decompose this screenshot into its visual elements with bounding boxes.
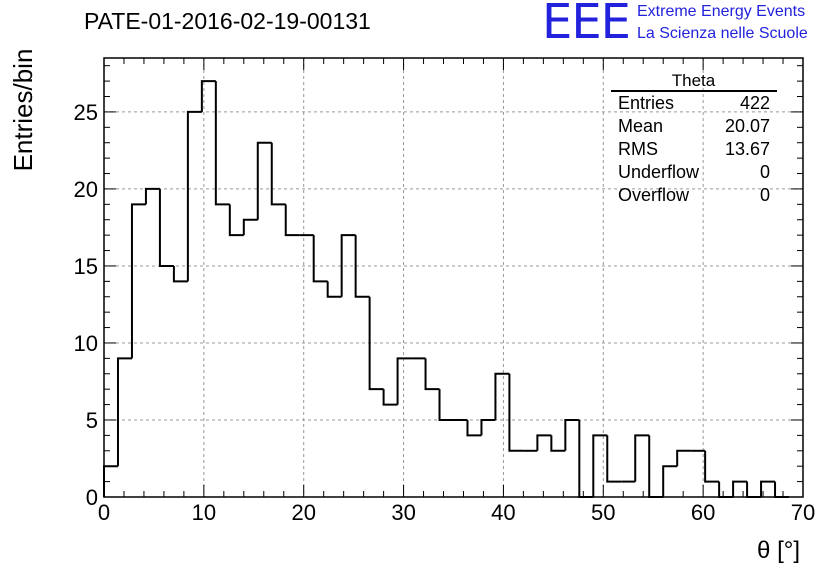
- stats-label: Entries: [618, 93, 675, 113]
- histogram-bin: [200, 80, 216, 112]
- stats-row-entries: Entries 422: [618, 93, 770, 114]
- histogram-bin: [550, 435, 566, 452]
- histogram-bin: [732, 480, 748, 497]
- x-tick-label: 70: [791, 500, 815, 525]
- x-tick-label: 10: [192, 500, 216, 525]
- histogram-bin: [578, 419, 594, 498]
- plot-frame: [103, 57, 804, 498]
- histogram-bin: [270, 142, 286, 206]
- histogram-bin: [746, 481, 762, 498]
- histogram-bin: [662, 465, 678, 497]
- y-tick-label: 10: [74, 331, 98, 356]
- y-tick-label: 0: [86, 485, 98, 510]
- histogram-bin: [228, 204, 244, 237]
- histogram-bin: [144, 187, 160, 205]
- histogram-bin: [368, 296, 384, 391]
- stats-row-rms: RMS 13.67: [618, 139, 770, 160]
- y-tick-label: 25: [74, 100, 98, 125]
- x-tick-label: 30: [391, 500, 415, 525]
- histogram-bin: [704, 450, 720, 483]
- histogram-bin: [648, 435, 664, 498]
- histogram-bin: [396, 357, 412, 405]
- histogram-bin: [676, 449, 692, 467]
- stats-value: 422: [739, 93, 770, 113]
- histogram-bin: [382, 389, 398, 406]
- stats-value: 0: [759, 185, 770, 205]
- stats-value: 0: [759, 162, 770, 182]
- x-tick-label: 40: [491, 500, 515, 525]
- histogram-bin: [340, 234, 356, 297]
- chart-title: PATE-01-2016-02-19-00131: [84, 8, 371, 34]
- histogram-bin: [480, 418, 496, 436]
- histogram-bin: [494, 372, 510, 420]
- histogram-bin: [634, 434, 650, 482]
- histogram-bin: [774, 481, 790, 498]
- stats-box-title: Theta: [671, 71, 716, 90]
- eee-logo: EEE: [542, 0, 631, 50]
- x-tick-label: 60: [691, 500, 715, 525]
- y-axis-label: Entries/bin: [8, 49, 38, 172]
- histogram-bin: [158, 188, 174, 267]
- y-tick-label: 20: [74, 177, 98, 202]
- histogram-bin: [130, 203, 146, 359]
- histogram-bin: [326, 281, 342, 298]
- histogram-bin: [508, 373, 524, 452]
- stats-label: Underflow: [618, 162, 700, 182]
- y-tick-label: 5: [86, 408, 98, 433]
- histogram-bin: [438, 389, 454, 421]
- stats-value: 13.67: [724, 139, 770, 159]
- histogram-bin: [536, 434, 552, 451]
- x-tick-label: 50: [591, 500, 615, 525]
- histogram-bin: [564, 418, 580, 451]
- stats-row-overflow: Overflow 0: [618, 185, 770, 206]
- histogram-bin: [116, 357, 132, 467]
- logo-line-1: Extreme Energy Events: [637, 3, 806, 20]
- stats-value: 20.07: [724, 116, 770, 136]
- histogram-bin: [718, 481, 734, 498]
- histogram-bin: [466, 419, 482, 437]
- stats-label: Overflow: [618, 185, 690, 205]
- histogram-bin: [284, 204, 300, 237]
- histogram-bin: [172, 265, 188, 283]
- y-tick-label: 15: [74, 254, 98, 279]
- histogram-bin: [592, 434, 608, 497]
- stats-label: RMS: [618, 139, 658, 159]
- histogram-bin: [760, 480, 776, 497]
- histogram-bin: [312, 235, 328, 283]
- histogram-bin: [214, 81, 230, 206]
- stats-row-mean: Mean 20.07: [618, 116, 770, 137]
- histogram-bin: [424, 358, 440, 391]
- histogram-bin: [242, 218, 258, 236]
- histogram-bin: [186, 110, 202, 282]
- histogram-bin: [606, 435, 622, 483]
- x-tick-label: 0: [98, 500, 110, 525]
- stats-row-underflow: Underflow 0: [618, 162, 770, 183]
- histogram-bin: [354, 235, 370, 298]
- histogram-bin: [256, 141, 272, 220]
- stats-label: Mean: [618, 116, 664, 136]
- x-tick-label: 20: [291, 500, 315, 525]
- x-axis-label: θ [°]: [757, 537, 800, 564]
- stats-box-rule: [611, 90, 777, 92]
- logo-line-2: La Scienza nelle Scuole: [637, 25, 808, 42]
